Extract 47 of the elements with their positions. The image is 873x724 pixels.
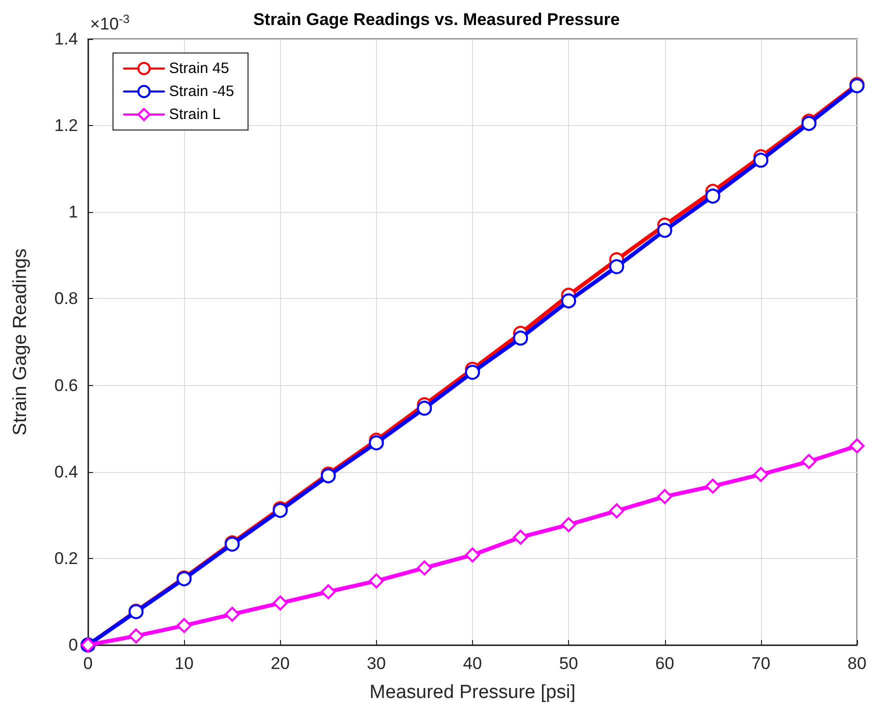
point <box>128 628 144 644</box>
y-tick-label: 0.4 <box>54 462 78 482</box>
y-tick-label: 0.6 <box>54 376 78 395</box>
x-axis-title: Measured Pressure [psi] <box>370 682 576 703</box>
y-tick-label: 0.8 <box>54 289 78 308</box>
legend-label: Strain 45 <box>169 60 230 77</box>
legend-label: Strain -45 <box>169 83 234 100</box>
point <box>657 222 672 238</box>
x-tick-label: 20 <box>270 654 290 673</box>
point <box>705 188 720 204</box>
x-tick-label: 30 <box>366 654 386 673</box>
point <box>513 530 528 545</box>
point <box>368 573 384 588</box>
y-tick-label: 1.4 <box>54 30 78 48</box>
x-tick-label: 0 <box>83 654 93 673</box>
point <box>609 503 624 518</box>
y-tick-label: 0.2 <box>54 548 78 568</box>
point <box>176 618 192 634</box>
y-tick-label: 1 <box>68 202 78 222</box>
point <box>753 152 768 168</box>
point <box>513 330 528 346</box>
x-tick-label: 10 <box>174 654 194 673</box>
point <box>801 454 816 469</box>
x-tick-label: 80 <box>848 654 866 673</box>
point <box>850 438 864 454</box>
point <box>224 606 240 622</box>
point <box>753 466 768 482</box>
x-tick-label: 40 <box>463 654 482 673</box>
y-tick-label: 0 <box>68 636 78 654</box>
x-tick-label: 50 <box>559 654 578 673</box>
point <box>465 547 480 562</box>
x-tick-label: 70 <box>751 654 770 673</box>
point <box>272 596 288 611</box>
y-axis-title: Strain Gage Readings <box>10 248 31 436</box>
point <box>416 400 432 416</box>
point <box>465 364 480 380</box>
x-tick-label: 60 <box>655 654 674 673</box>
point <box>705 478 720 494</box>
point <box>320 584 336 600</box>
y-tick-label: 1.2 <box>54 116 78 136</box>
point <box>657 489 672 504</box>
point <box>609 259 624 274</box>
point <box>561 517 576 532</box>
point <box>416 560 432 576</box>
legend-label: Strain L <box>169 106 221 123</box>
chart-title: Strain Gage Readings vs. Measured Pressure <box>253 10 620 29</box>
point <box>561 293 576 308</box>
